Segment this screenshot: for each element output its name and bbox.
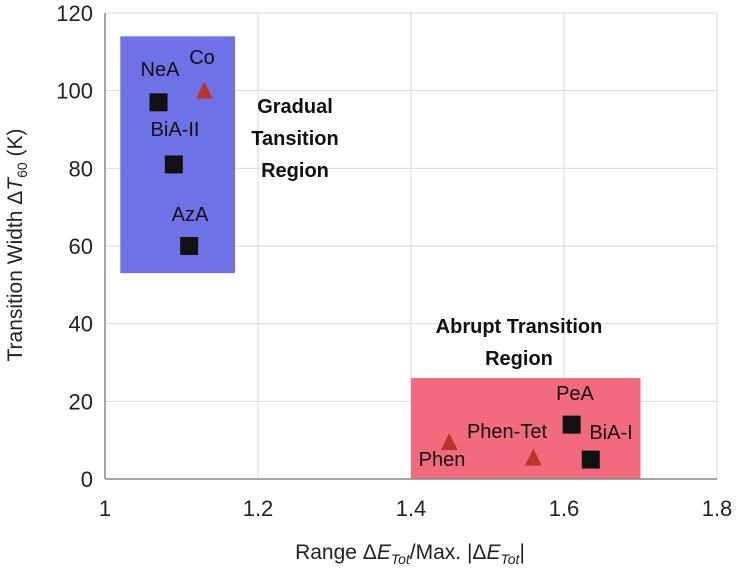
- point-label: PeA: [556, 383, 594, 405]
- label-layer: Gradual Tansition Region Abrupt Transition R…: [141, 47, 633, 471]
- region-label: Gradual: [257, 96, 333, 118]
- region-label: Tansition: [251, 128, 338, 150]
- point-label: BiA-II: [151, 119, 200, 141]
- point-layer: [149, 81, 600, 469]
- y-tick-label: 80: [69, 156, 93, 181]
- point-label: AzA: [172, 204, 209, 226]
- x-tick-label: 1.6: [549, 496, 580, 521]
- point-label: Phen-Tet: [467, 421, 547, 443]
- x-axis-title: Range ΔETot/Max. |ΔETot|: [295, 541, 525, 567]
- axis-layer: 0 20 40 60 80 100 120 1 1.2 1.4 1.6 1.8: [56, 1, 732, 521]
- y-tick-label: 40: [69, 312, 93, 337]
- y-tick-label: 100: [56, 79, 93, 104]
- y-tick-label: 120: [56, 1, 93, 26]
- point-label: BiA-I: [589, 422, 632, 444]
- point-label: Phen: [419, 449, 466, 471]
- x-tick-label: 1.2: [243, 496, 274, 521]
- point-square: [581, 450, 600, 469]
- y-tick-label: 60: [69, 234, 93, 259]
- point-label: NeA: [141, 59, 181, 81]
- point-square: [149, 93, 168, 112]
- region-box: [120, 36, 236, 274]
- point-triangle: [440, 433, 458, 451]
- point-triangle: [195, 81, 213, 99]
- y-tick-label: 0: [81, 467, 93, 492]
- region-label: Abrupt Transition: [436, 316, 603, 338]
- point-label: Co: [189, 47, 215, 69]
- point-square: [562, 415, 581, 434]
- y-tick-label: 20: [69, 389, 93, 414]
- point-square: [164, 155, 183, 174]
- region-label: Region: [485, 348, 553, 370]
- x-tick-label: 1: [99, 496, 111, 521]
- y-axis-title: Transition Width ΔT60 (K): [4, 128, 30, 361]
- region-layer: [120, 36, 641, 479]
- x-tick-label: 1.4: [396, 496, 427, 521]
- point-triangle: [524, 448, 542, 466]
- region-label: Region: [261, 160, 329, 182]
- region-box: [411, 378, 641, 479]
- x-tick-label: 1.8: [702, 496, 733, 521]
- point-square: [180, 237, 199, 255]
